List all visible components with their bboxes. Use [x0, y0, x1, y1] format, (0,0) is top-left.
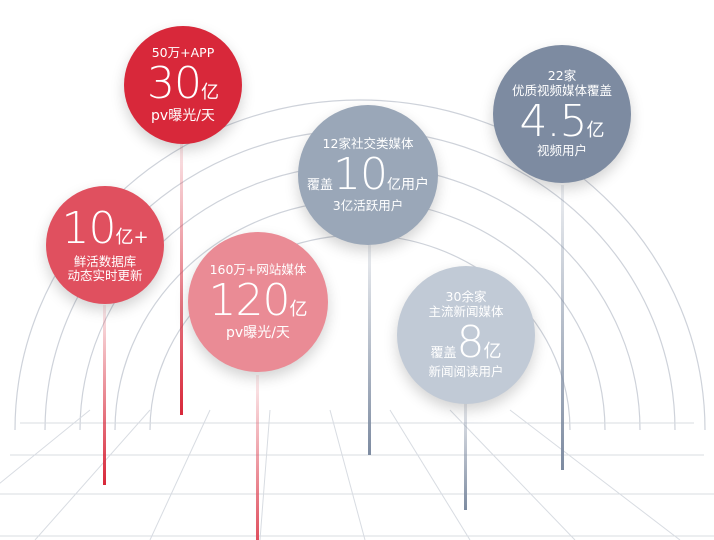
pin-app [180, 140, 183, 415]
pin-video [561, 185, 564, 470]
web-bottom-text: pv曝光/天 [226, 325, 290, 342]
pins [103, 140, 564, 540]
web-unit: 亿 [289, 299, 308, 321]
news-top1-text: 30余家 [445, 289, 487, 305]
social-prefix: 覆盖 [306, 178, 333, 193]
stat-bubble-video: 22家 优质视频媒体覆盖 4.5 亿 视频用户 [493, 45, 631, 183]
stat-bubble-fresh-database: 10 亿+ 鲜活数据库 动态实时更新 [46, 186, 164, 304]
social-bottom-text: 3亿活跃用户 [332, 198, 404, 213]
video-top2-text: 优质视频媒体覆盖 [511, 82, 612, 98]
stat-bubble-social: 12家社交类媒体 覆盖 10 亿用户 3亿活跃用户 [298, 105, 438, 245]
video-unit: 亿 [586, 120, 605, 142]
video-top1-text: 22家 [547, 68, 577, 84]
pin-fresh [103, 305, 106, 485]
pin-social [368, 245, 371, 455]
web-number: 120 [208, 275, 291, 327]
video-number: 4.5 [519, 96, 588, 148]
social-top-text: 12家社交类媒体 [322, 135, 414, 151]
social-unit: 亿用户 [387, 177, 429, 193]
app-unit: 亿 [201, 82, 219, 104]
news-number: 8 [456, 317, 485, 369]
news-prefix: 覆盖 [430, 346, 457, 362]
social-number: 10 [333, 149, 388, 200]
pin-news [464, 400, 467, 510]
stat-bubble-news: 30余家 主流新闻媒体 覆盖 8 亿 新闻阅读用户 [397, 266, 535, 404]
app-top-text: 50万+APP [151, 44, 215, 60]
stat-bubble-app: 50万+APP 30 亿 pv曝光/天 [124, 26, 242, 144]
news-top2-text: 主流新闻媒体 [428, 303, 504, 319]
fresh-line1: 鲜活数据库 [73, 253, 137, 269]
stat-bubble-web: 160万+网站媒体 120 亿 pv曝光/天 [188, 232, 328, 372]
fresh-number: 10 [61, 202, 116, 254]
fresh-line2: 动态实时更新 [67, 268, 143, 283]
floor-grid [0, 409, 714, 540]
news-bottom-text: 新闻阅读用户 [428, 364, 504, 380]
video-bottom-text: 视频用户 [536, 143, 587, 159]
web-top-text: 160万+网站媒体 [209, 261, 307, 277]
news-unit: 亿 [483, 341, 502, 363]
fresh-unit: 亿+ [115, 226, 149, 248]
app-bottom-text: pv曝光/天 [151, 108, 215, 125]
app-number: 30 [147, 58, 202, 110]
pin-web [256, 375, 259, 540]
